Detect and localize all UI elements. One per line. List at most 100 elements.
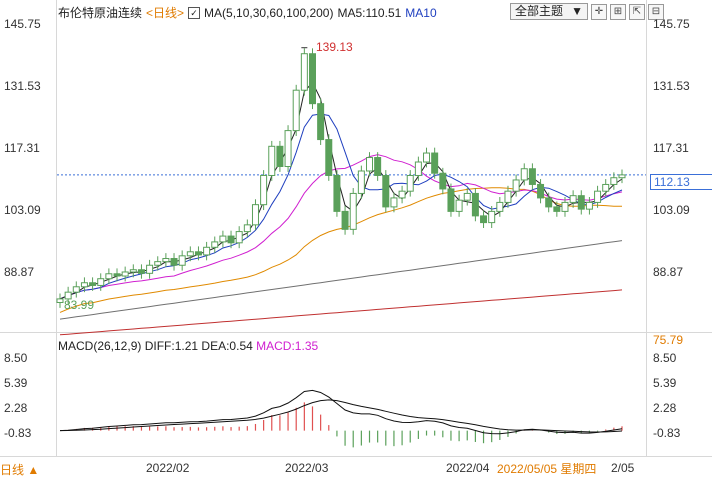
y-axis-right-label: 103.09 (653, 203, 690, 217)
macd-diff-line (59, 389, 623, 435)
candle-body (203, 246, 211, 256)
candle-body (333, 174, 341, 212)
period-selector[interactable]: <日线> (146, 6, 185, 20)
candle-body (186, 251, 194, 257)
ma10-line (59, 113, 623, 300)
candle-body (170, 258, 178, 266)
low-price-label: 83.99 (64, 298, 95, 312)
candle-body (366, 157, 374, 172)
candle-body (243, 224, 251, 233)
theme-dropdown-label: 全部主题 (515, 4, 564, 18)
candle-body (398, 190, 406, 199)
chart-right-border (646, 0, 647, 456)
ma5-line (59, 81, 623, 300)
ma60-line (59, 187, 622, 313)
x-axis-label: 2022/02 (146, 461, 190, 475)
instrument-title[interactable]: 布伦特原油连续 (58, 6, 143, 20)
candle-body (219, 235, 227, 243)
y-axis-left-label: 88.87 (4, 265, 35, 279)
candle-body (569, 195, 577, 203)
candle-body (414, 161, 422, 176)
ma100-line (59, 240, 623, 320)
chart-toolbar-right: 全部主题 ▼ ✛ ⊞ ⇱ ⊟ (510, 3, 664, 20)
candle-body (97, 278, 105, 286)
candle-body (162, 258, 170, 263)
candle-body (308, 53, 316, 105)
candle-body (602, 183, 610, 192)
current-price-tag: 112.13 (650, 174, 712, 190)
candle-body (64, 291, 72, 300)
candle-body (154, 261, 162, 266)
y-axis-right-label: 131.53 (653, 79, 690, 93)
macd-dea-line (59, 399, 623, 433)
y-axis-right-label: 117.31 (653, 141, 689, 155)
chart-toolbar: 布伦特原油连续 <日线> ✓ MA(5,10,30,60,100,200) MA… (58, 4, 437, 21)
y-axis-left-label: 145.75 (4, 17, 41, 31)
candle-body (390, 197, 398, 208)
candle-body (463, 192, 471, 201)
candle-body (480, 215, 488, 224)
theme-dropdown[interactable]: 全部主题 ▼ (510, 3, 588, 20)
macd-settings-label[interactable]: MACD(26,12,9) (58, 339, 142, 353)
y-axis-right-min-label: 75.79 (653, 333, 684, 347)
x-axis-label: 2022/03 (285, 461, 329, 475)
candle-body (317, 103, 325, 141)
candle-body (357, 170, 365, 194)
candle-body (292, 89, 300, 132)
candle-body (235, 231, 243, 244)
candle-body (227, 235, 235, 244)
candle-body (528, 168, 536, 185)
ma-settings-label[interactable]: MA(5,10,30,60,100,200) (204, 5, 334, 20)
candle-body (431, 152, 439, 174)
ma30-line (59, 154, 623, 300)
candle-body (520, 168, 528, 181)
macd-axis-left-label: -0.83 (4, 426, 32, 440)
candle-body (504, 190, 512, 203)
candle-body (537, 183, 545, 199)
candle-body (545, 197, 553, 208)
candle-body (341, 210, 349, 230)
cursor-date-label: 2022/05/05 星期四 (495, 459, 599, 478)
zoom-out-icon[interactable]: ⊟ (648, 3, 664, 20)
x-axis-tail-label: 2/05 (611, 461, 635, 475)
macd-axis-right-label: 5.39 (653, 376, 677, 390)
crosshair-icon[interactable]: ✛ (591, 3, 607, 20)
candle-body (447, 188, 455, 212)
zoom-in-icon[interactable]: ⊞ (610, 3, 626, 20)
candle-body (382, 174, 390, 208)
macd-axis-left-label: 5.39 (4, 376, 28, 390)
candle-body (496, 201, 504, 212)
candle-body (72, 286, 80, 293)
candle-body (211, 241, 219, 248)
candle-body (56, 298, 64, 303)
candle-body (561, 201, 569, 212)
expand-icon[interactable]: ⇱ (629, 3, 645, 20)
macd-axis-left-label: 2.28 (4, 401, 28, 415)
candle-body (276, 145, 284, 168)
ma10-label: MA10 (405, 5, 437, 20)
candle-body (194, 251, 202, 256)
candle-body (471, 192, 479, 217)
macd-axis-left-label: 8.50 (4, 351, 28, 365)
period-toggle-button[interactable]: 日线 ▲ (0, 463, 40, 477)
candle-body (178, 255, 186, 266)
macd-dea-value: DEA:0.54 (201, 339, 253, 353)
candle-body (284, 130, 292, 168)
macd-axis-right-label: -0.83 (653, 426, 681, 440)
candle-body (374, 157, 382, 176)
ma-toggle-checkbox[interactable]: ✓ (188, 6, 201, 19)
y-axis-right-label: 145.75 (653, 17, 690, 31)
candle-body (89, 282, 97, 286)
candle-body (512, 179, 520, 192)
chart-left-border (56, 0, 57, 456)
macd-value: MACD:1.35 (256, 339, 319, 353)
macd-axis-right-label: 8.50 (653, 351, 677, 365)
price-panel-bottom-border (0, 332, 712, 333)
candle-body (594, 190, 602, 203)
candle-body (268, 145, 276, 176)
candle-body (618, 174, 626, 179)
macd-axis-right-label: 2.28 (653, 401, 677, 415)
candle-body (439, 172, 447, 190)
candle-body (610, 177, 618, 185)
